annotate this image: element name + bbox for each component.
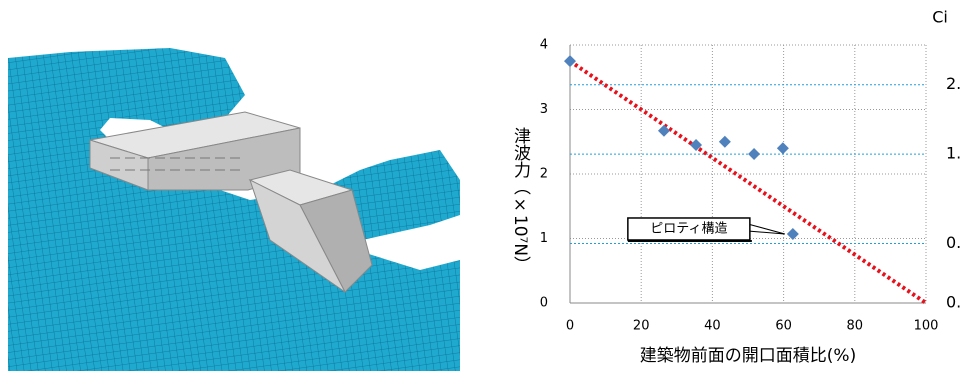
callout-pointer — [747, 223, 785, 235]
y-tick-label: 2 — [540, 167, 548, 182]
y2-tick-label: 1.5 — [946, 144, 962, 163]
y2-tick-label: 2.2 — [946, 74, 962, 93]
x-tick-label: 40 — [704, 319, 721, 334]
point — [564, 55, 576, 68]
point — [657, 124, 670, 137]
y2-tick-label: 0.0 — [946, 293, 962, 312]
point — [776, 142, 789, 155]
y-tick-label: 3 — [540, 102, 548, 117]
annotation: ピロティ構造 — [650, 221, 727, 236]
annotation-shadow — [627, 239, 752, 242]
y-axis-label: 津波力（×10⁷N） — [510, 127, 531, 273]
x-tick-label: 60 — [775, 319, 792, 334]
x-tick-label: 20 — [633, 319, 650, 334]
point — [748, 148, 761, 161]
x-tick-label: 100 — [914, 319, 939, 334]
point — [786, 227, 799, 240]
point — [690, 138, 703, 151]
x-tick-label: 0 — [566, 319, 574, 334]
simulation-image — [8, 48, 460, 371]
y2-tick-label: 0.6 — [946, 233, 962, 252]
chart: Ci 建築物前面の開口面積比(%) 津波力（×10⁷N） 0 20 40 60 80 10… — [510, 8, 962, 367]
trend-line — [568, 59, 928, 305]
y2-title: Ci — [932, 8, 948, 27]
y-tick-label: 0 — [540, 296, 548, 311]
x-tick-label: 80 — [847, 319, 864, 334]
y-tick-label: 4 — [540, 38, 548, 53]
x-axis-label: 建築物前面の開口面積比(%) — [640, 346, 856, 366]
point — [718, 135, 731, 148]
y-tick-label: 1 — [540, 231, 548, 246]
